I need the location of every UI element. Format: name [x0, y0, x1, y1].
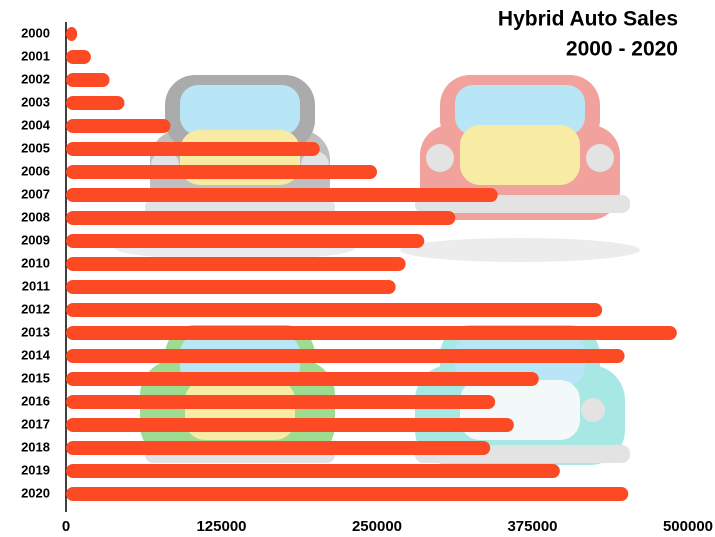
y-tick-label: 2018 — [21, 439, 50, 454]
bar — [66, 372, 539, 386]
y-tick-label: 2003 — [21, 94, 50, 109]
bar — [66, 27, 78, 41]
bar — [66, 119, 171, 133]
x-tick-label: 500000 — [663, 518, 713, 535]
bar — [66, 418, 514, 432]
bar — [66, 441, 491, 455]
bar — [66, 464, 560, 478]
y-tick-label: 2005 — [21, 140, 50, 155]
x-tick-label: 375000 — [507, 518, 557, 535]
y-tick-label: 2008 — [21, 209, 50, 224]
y-tick-label: 2007 — [21, 186, 50, 201]
y-tick-label: 2001 — [21, 48, 50, 63]
y-tick-label: 2009 — [21, 232, 50, 247]
y-tick-label: 2010 — [21, 255, 50, 270]
chart-subtitle: 2000 - 2020 — [566, 38, 678, 61]
x-tick-label: 250000 — [352, 518, 402, 535]
chart-title: Hybrid Auto Sales — [498, 8, 678, 31]
y-tick-label: 2011 — [22, 278, 50, 293]
y-tick-label: 2012 — [21, 301, 50, 316]
bar — [66, 487, 629, 501]
bar — [66, 165, 377, 179]
bar — [66, 257, 406, 271]
y-tick-label: 2020 — [21, 485, 50, 500]
x-tick-label: 125000 — [196, 518, 246, 535]
bar — [66, 73, 110, 87]
x-tick-label: 0 — [62, 518, 70, 535]
bar — [66, 50, 91, 64]
bar — [66, 303, 603, 317]
bar — [66, 142, 320, 156]
y-tick-label: 2017 — [21, 416, 50, 431]
bar — [66, 326, 677, 340]
y-tick-label: 2000 — [21, 25, 50, 40]
bar — [66, 280, 396, 294]
y-tick-label: 2004 — [21, 117, 51, 132]
y-tick-label: 2013 — [21, 324, 50, 339]
bar — [66, 349, 625, 363]
y-tick-label: 2016 — [21, 393, 50, 408]
y-tick-label: 2015 — [21, 370, 50, 385]
bar — [66, 188, 498, 202]
y-tick-label: 2014 — [21, 347, 51, 362]
bar — [66, 211, 456, 225]
y-tick-label: 2019 — [21, 462, 50, 477]
y-tick-label: 2002 — [21, 71, 50, 86]
bar — [66, 234, 425, 248]
y-tick-label: 2006 — [21, 163, 50, 178]
bar — [66, 395, 496, 409]
bar — [66, 96, 125, 110]
